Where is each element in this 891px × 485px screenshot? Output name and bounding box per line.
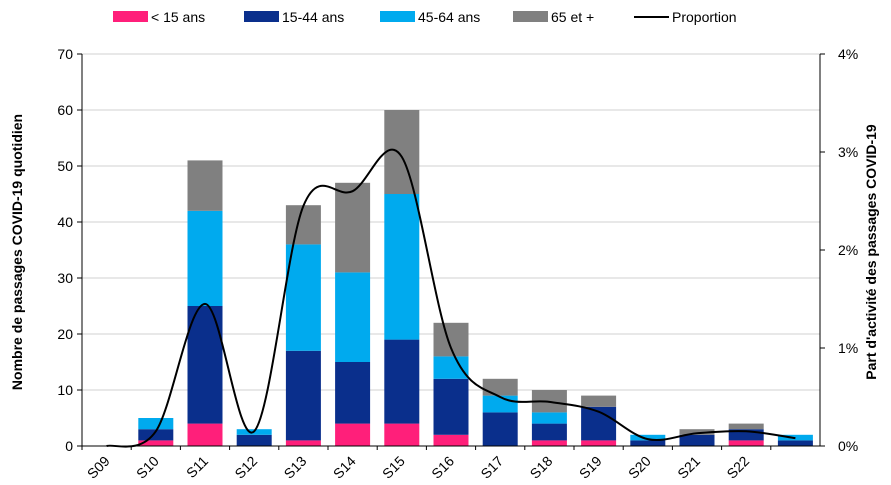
- x-tick-label: S14: [330, 453, 359, 482]
- bar-segment: [482, 378, 518, 396]
- legend-label: 15-44 ans: [282, 9, 344, 25]
- bar-segment: [531, 412, 567, 424]
- legend-swatch: [244, 11, 279, 22]
- bar-segment: [285, 440, 321, 446]
- legend-swatch: [113, 11, 148, 22]
- x-tick-label: S16: [428, 453, 457, 482]
- y-tick-label: 50: [57, 158, 73, 174]
- x-tick-label: S15: [379, 453, 408, 482]
- bar-segment: [531, 423, 567, 441]
- proportion-line: [106, 148, 796, 448]
- bar-segment: [630, 434, 666, 441]
- y-tick-label: 60: [57, 102, 73, 118]
- x-tick-label: S19: [576, 453, 605, 482]
- x-tick-label: S18: [527, 453, 556, 482]
- bar-segment: [335, 423, 371, 446]
- bar-segment: [679, 434, 715, 446]
- bar-segment: [728, 429, 764, 441]
- y-tick-label: 40: [57, 214, 73, 230]
- y-tick-label: 10: [57, 382, 73, 398]
- bar-segment: [384, 194, 420, 340]
- bar-segment: [285, 205, 321, 245]
- y2-tick-label: 3%: [838, 144, 858, 160]
- bar-segment: [482, 412, 518, 446]
- bar-segment: [187, 423, 223, 446]
- x-axis-ticks: S09 S10 S11 S12 S13 S14 S15 S16 S17 S18 S19 S20 S21 S…: [84, 453, 753, 482]
- bar-segment: [384, 339, 420, 424]
- y2-tick-label: 1%: [838, 340, 858, 356]
- bar-segment: [187, 210, 223, 306]
- bar-segment: [138, 440, 174, 446]
- y-tick-label: 70: [57, 46, 73, 62]
- y-tick-label: 20: [57, 326, 73, 342]
- x-tick-label: S11: [183, 453, 211, 481]
- y-axis-title: Nombre de passages COVID-19 quotidien: [9, 114, 25, 390]
- bar-segment: [285, 350, 321, 441]
- legend: < 15 ans 15-44 ans 45-64 ans 65 et + Proport…: [113, 9, 737, 25]
- bar-segment: [679, 429, 715, 435]
- bar-segment: [581, 440, 617, 446]
- y2-axis-title: Part d'activité des passages COVID-19: [863, 124, 879, 380]
- bar-segment: [236, 434, 272, 446]
- bar-segment: [335, 182, 371, 273]
- bar-segment: [187, 160, 223, 211]
- bar-segment: [433, 322, 469, 357]
- y-tick-label: 30: [57, 270, 73, 286]
- legend-label: < 15 ans: [151, 9, 205, 25]
- bar-segment: [384, 110, 420, 194]
- bar-segment: [630, 440, 666, 446]
- bar-segment: [433, 434, 469, 446]
- legend-label: 45-64 ans: [418, 9, 480, 25]
- legend-label: Proportion: [672, 9, 737, 25]
- y-tick-label: 0: [65, 438, 73, 454]
- bar-segment: [138, 429, 174, 441]
- x-tick-label: S17: [477, 453, 506, 482]
- y2-tick-label: 0%: [838, 438, 858, 454]
- x-tick-label: S20: [625, 453, 654, 482]
- bar-segment: [384, 423, 420, 446]
- y2-tick-label: 2%: [838, 242, 858, 258]
- bar-segment: [138, 418, 174, 430]
- bars: [138, 110, 813, 446]
- bar-segment: [531, 440, 567, 446]
- axes: [77, 53, 825, 450]
- y-axis-ticks: 0 10 20 30 40 50 60 70: [57, 46, 73, 454]
- bar-segment: [777, 440, 813, 446]
- x-tick-label: S12: [231, 453, 260, 482]
- x-tick-label: S22: [723, 453, 752, 482]
- bar-segment: [335, 272, 371, 362]
- bar-segment: [335, 362, 371, 424]
- legend-swatch: [380, 11, 415, 22]
- x-tick-label: S10: [133, 453, 162, 482]
- y2-axis-ticks: 0% 1% 2% 3% 4%: [838, 46, 858, 454]
- x-tick-label: S13: [281, 453, 310, 482]
- x-tick-label: S21: [674, 453, 703, 482]
- bar-segment: [728, 423, 764, 430]
- bar-segment: [581, 395, 617, 407]
- bar-segment: [285, 244, 321, 351]
- bar-segment: [433, 378, 469, 435]
- x-tick-label: S09: [84, 453, 113, 482]
- legend-label: 65 et +: [551, 9, 594, 25]
- bar-segment: [433, 356, 469, 379]
- bar-segment: [728, 440, 764, 446]
- legend-swatch: [513, 11, 548, 22]
- y2-tick-label: 4%: [838, 46, 858, 62]
